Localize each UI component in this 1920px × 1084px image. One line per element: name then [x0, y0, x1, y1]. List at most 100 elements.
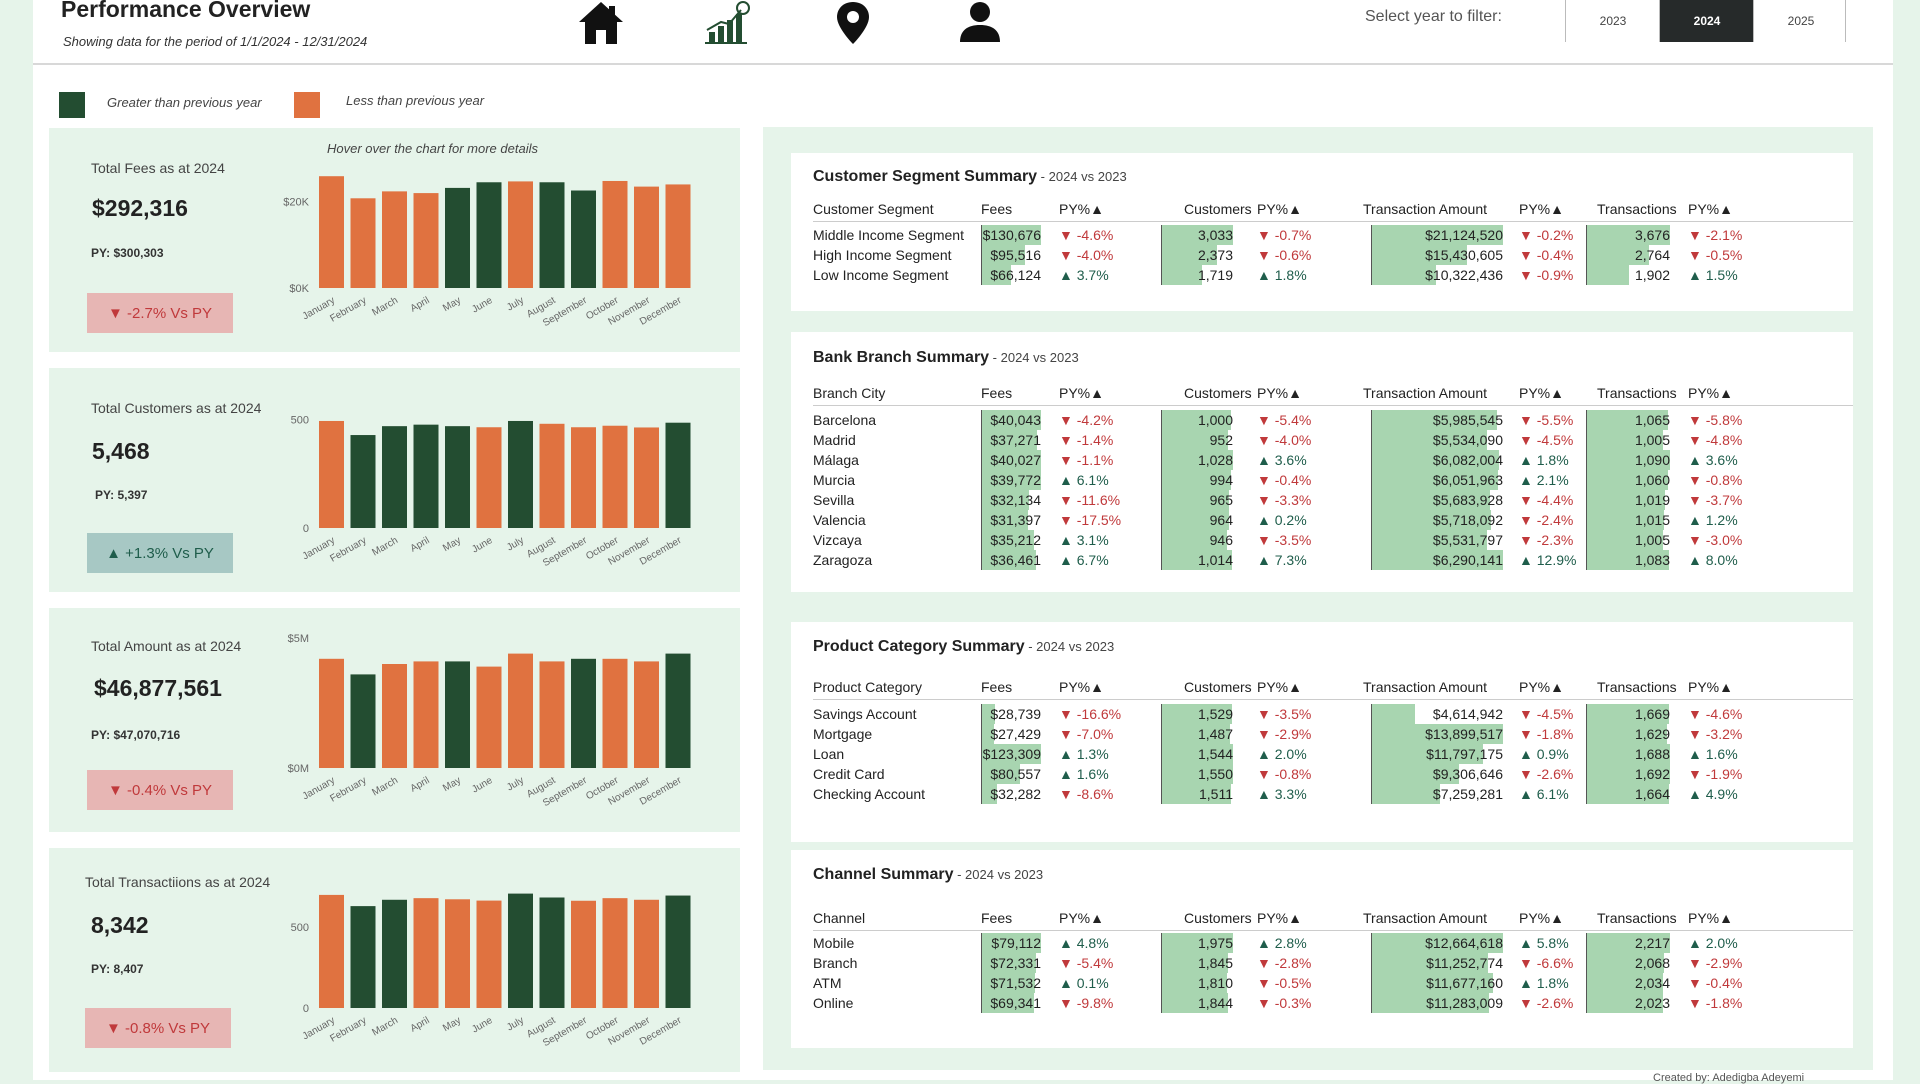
bar-may[interactable]	[445, 187, 470, 288]
bar-september[interactable]	[571, 900, 596, 1008]
header-fees[interactable]: Fees	[981, 910, 1013, 926]
bar-august[interactable]	[539, 182, 565, 288]
bar-november[interactable]	[634, 186, 659, 288]
header-label[interactable]: Product Category	[813, 679, 922, 695]
header-customers-py[interactable]: PY%▲	[1257, 201, 1302, 217]
bar-november[interactable]	[634, 899, 659, 1008]
bar-june[interactable]	[476, 427, 502, 528]
hover-note: Hover over the chart for more details	[327, 141, 538, 156]
legend-less-label: Less than previous year	[346, 93, 485, 108]
bar-december[interactable]	[665, 422, 691, 528]
header-customers[interactable]: Customers	[1184, 385, 1252, 401]
header-customers[interactable]: Customers	[1184, 910, 1252, 926]
bar-may[interactable]	[445, 899, 470, 1008]
bar-january[interactable]	[319, 176, 344, 288]
cust-data-bar	[1161, 245, 1217, 265]
header-transaction-amount[interactable]: Transaction Amount	[1363, 201, 1487, 217]
year-option-2024[interactable]: 2024	[1659, 0, 1754, 42]
bar-august[interactable]	[539, 661, 565, 768]
bar-february[interactable]	[350, 906, 376, 1008]
header-transactions[interactable]: Transactions	[1597, 385, 1677, 401]
bar-august[interactable]	[539, 897, 565, 1009]
bar-october[interactable]	[602, 898, 628, 1008]
bar-july[interactable]	[508, 893, 533, 1008]
bar-october[interactable]	[602, 658, 628, 768]
bar-september[interactable]	[571, 658, 596, 768]
header-amount-py[interactable]: PY%▲	[1519, 910, 1564, 926]
bar-july[interactable]	[508, 653, 533, 768]
bar-november[interactable]	[634, 661, 659, 768]
header-customers-py[interactable]: PY%▲	[1257, 679, 1302, 695]
header-transactions-py[interactable]: PY%▲	[1688, 385, 1733, 401]
header-label[interactable]: Customer Segment	[813, 201, 934, 217]
bar-april[interactable]	[413, 898, 439, 1008]
bar-june[interactable]	[476, 666, 502, 768]
header-transactions-py[interactable]: PY%▲	[1688, 201, 1733, 217]
bar-august[interactable]	[539, 423, 565, 528]
txn-value: 1,060	[1634, 472, 1670, 488]
bar-february[interactable]	[350, 674, 376, 768]
location-pin-icon[interactable]	[827, 0, 879, 46]
bar-january[interactable]	[319, 894, 344, 1008]
bar-october[interactable]	[602, 180, 628, 288]
bar-october[interactable]	[602, 425, 628, 528]
bar-april[interactable]	[413, 424, 439, 528]
header-fees-py[interactable]: PY%▲	[1059, 910, 1104, 926]
header-transactions[interactable]: Transactions	[1597, 201, 1677, 217]
table-title: Product Category Summary - 2024 vs 2023	[813, 638, 1114, 656]
bar-january[interactable]	[319, 420, 344, 528]
header-customers[interactable]: Customers	[1184, 679, 1252, 695]
bar-november[interactable]	[634, 427, 659, 528]
header-customers[interactable]: Customers	[1184, 201, 1252, 217]
header-fees[interactable]: Fees	[981, 385, 1013, 401]
bar-april[interactable]	[413, 193, 439, 288]
header-fees-py[interactable]: PY%▲	[1059, 201, 1104, 217]
header-customers-py[interactable]: PY%▲	[1257, 385, 1302, 401]
year-option-2025[interactable]: 2025	[1753, 0, 1848, 42]
bar-december[interactable]	[665, 653, 691, 768]
bar-september[interactable]	[571, 427, 596, 528]
header-fees[interactable]: Fees	[981, 679, 1013, 695]
user-icon[interactable]	[954, 0, 1006, 46]
bar-february[interactable]	[350, 198, 376, 288]
bar-january[interactable]	[319, 658, 344, 768]
bar-july[interactable]	[508, 420, 533, 528]
bar-march[interactable]	[382, 664, 407, 768]
bar-july[interactable]	[508, 181, 533, 288]
bar-december[interactable]	[665, 895, 691, 1008]
bar-february[interactable]	[350, 435, 376, 528]
header-transactions-py[interactable]: PY%▲	[1688, 679, 1733, 695]
header-transactions[interactable]: Transactions	[1597, 910, 1677, 926]
bar-may[interactable]	[445, 661, 470, 768]
bar-june[interactable]	[476, 182, 502, 288]
header-customers-py[interactable]: PY%▲	[1257, 910, 1302, 926]
header-fees-py[interactable]: PY%▲	[1059, 385, 1104, 401]
bar-september[interactable]	[571, 190, 596, 289]
header-fees-py[interactable]: PY%▲	[1059, 679, 1104, 695]
header-transaction-amount[interactable]: Transaction Amount	[1363, 385, 1487, 401]
header-amount-py[interactable]: PY%▲	[1519, 385, 1564, 401]
year-option-2023[interactable]: 2023	[1565, 0, 1660, 42]
bar-may[interactable]	[445, 426, 470, 528]
header-amount-py[interactable]: PY%▲	[1519, 679, 1564, 695]
bar-december[interactable]	[665, 184, 691, 288]
bar-march[interactable]	[382, 899, 407, 1008]
header-label[interactable]: Branch City	[813, 385, 886, 401]
header-label[interactable]: Channel	[813, 910, 866, 926]
bar-march[interactable]	[382, 191, 407, 288]
header-transactions-py[interactable]: PY%▲	[1688, 910, 1733, 926]
header-transactions[interactable]: Transactions	[1597, 679, 1677, 695]
bar-june[interactable]	[476, 900, 502, 1008]
header-transaction-amount[interactable]: Transaction Amount	[1363, 910, 1487, 926]
header-amount-py[interactable]: PY%▲	[1519, 201, 1564, 217]
home-icon[interactable]	[575, 0, 627, 46]
bar-march[interactable]	[382, 426, 407, 528]
bar-april[interactable]	[413, 661, 439, 768]
growth-chart-icon[interactable]	[701, 0, 753, 46]
header-fees[interactable]: Fees	[981, 201, 1013, 217]
header-transaction-amount[interactable]: Transaction Amount	[1363, 679, 1487, 695]
